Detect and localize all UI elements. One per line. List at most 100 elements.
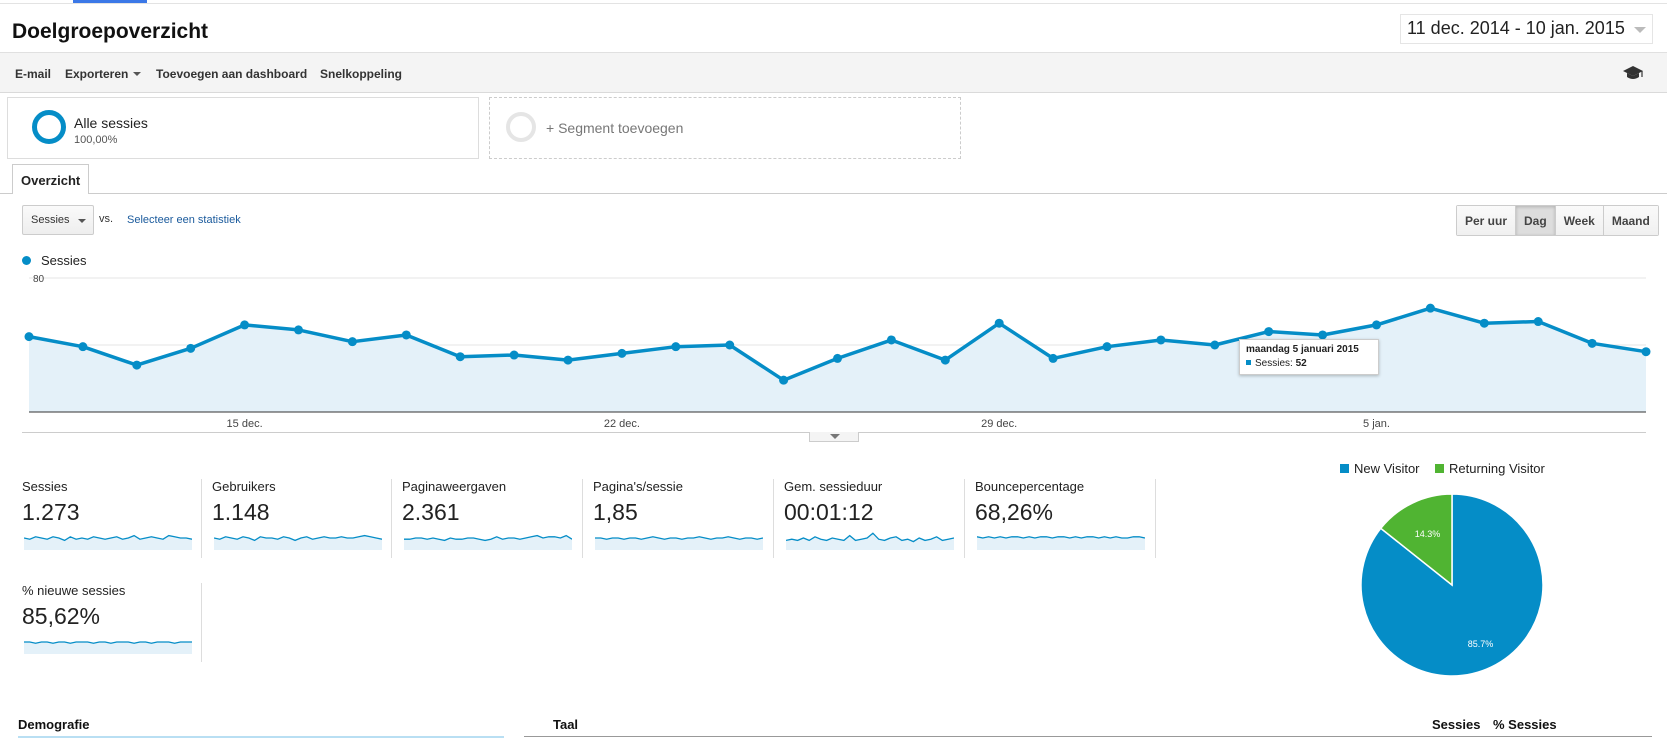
metric-divider [582, 479, 583, 558]
metric-sessions[interactable]: Sessies 1.273 [22, 479, 212, 557]
data-point[interactable] [671, 342, 681, 352]
chevron-down-icon [830, 434, 840, 439]
tooltip-value: 52 [1295, 358, 1307, 369]
data-point[interactable] [1318, 330, 1328, 340]
data-point[interactable] [1533, 317, 1543, 327]
sparkline-line [24, 641, 192, 644]
data-point[interactable] [940, 355, 950, 365]
data-point[interactable] [1210, 340, 1220, 350]
metric-label: Bouncepercentage [975, 479, 1085, 494]
tab-overview[interactable]: Overzicht [12, 164, 89, 194]
sparkline [977, 536, 1145, 550]
x-tick-label: 5 jan. [1363, 418, 1390, 430]
metric-avg-session-duration[interactable]: Gem. sessieduur 00:01:12 [784, 479, 974, 557]
shortcut-button[interactable]: Snelkoppeling [320, 67, 403, 81]
data-point[interactable] [1479, 318, 1489, 328]
language-table-header-line [524, 736, 1652, 737]
metric-pages-per-session[interactable]: Pagina's/sessie 1,85 [593, 479, 783, 557]
data-point[interactable] [455, 352, 465, 362]
data-point[interactable] [1048, 353, 1058, 363]
data-point[interactable] [24, 332, 34, 342]
email-button[interactable]: E-mail [15, 67, 52, 81]
metric-value: 00:01:12 [784, 499, 874, 525]
metric-value: 2.361 [402, 499, 460, 525]
period-month-button[interactable]: Maand [1603, 206, 1658, 235]
data-point[interactable] [563, 355, 573, 365]
metric-value: 1.273 [22, 499, 80, 525]
graduation-cap-icon[interactable] [1622, 64, 1644, 82]
pie-slice-returning-visitor[interactable] [1379, 493, 1453, 587]
period-hourly-button[interactable]: Per uur [1457, 206, 1517, 235]
select-statistic-link[interactable]: Selecteer een statistiek [127, 214, 241, 226]
metric-pageviews[interactable]: Paginaweergaven 2.361 [402, 479, 592, 557]
data-point[interactable] [132, 360, 142, 370]
data-point[interactable] [1587, 338, 1597, 348]
sparkline-fill [24, 535, 192, 550]
series-swatch [1246, 360, 1251, 365]
period-day-button[interactable]: Dag [1516, 206, 1556, 235]
data-point[interactable] [994, 318, 1004, 328]
data-point[interactable] [1641, 347, 1651, 357]
metric-value: 85,62% [22, 603, 101, 629]
pie-data-label: 85.7% [1468, 639, 1494, 649]
data-point[interactable] [1264, 327, 1274, 337]
data-point[interactable] [186, 343, 196, 353]
add-to-dashboard-button[interactable]: Toevoegen aan dashboard [156, 67, 308, 81]
metric-bounce-rate[interactable]: Bouncepercentage 68,26% [975, 479, 1165, 557]
sparkline-line [595, 536, 763, 540]
segment-placeholder-icon [506, 112, 536, 142]
data-point[interactable] [1102, 342, 1112, 352]
sparkline-line [404, 534, 572, 542]
data-point[interactable] [1372, 320, 1381, 330]
sparkline [24, 534, 192, 550]
metric-divider [773, 479, 774, 558]
legend-swatch [1340, 464, 1349, 473]
metric-new-sessions-pct[interactable]: % nieuwe sessies 85,62% [22, 583, 212, 661]
data-point[interactable] [779, 375, 789, 385]
data-point[interactable] [886, 335, 896, 345]
data-point[interactable] [1156, 335, 1166, 345]
legend-item-returning-visitor: Returning Visitor [1435, 461, 1545, 476]
add-segment-button[interactable]: + Segment toevoegen [489, 97, 961, 159]
period-week-button[interactable]: Week [1555, 206, 1604, 235]
date-range-picker[interactable]: 11 dec. 2014 - 10 jan. 2015 [1400, 14, 1653, 44]
data-point[interactable] [833, 353, 842, 363]
demographics-underline [18, 736, 504, 738]
data-point[interactable] [725, 340, 735, 350]
legend-swatch [1435, 464, 1444, 473]
data-point[interactable] [347, 337, 357, 347]
metric-value: 1,85 [593, 499, 638, 525]
data-point[interactable] [78, 342, 88, 352]
export-menu[interactable]: Exporteren [65, 67, 142, 81]
segment-all-sessions[interactable]: Alle sessies 100,00% [7, 97, 479, 159]
sparkline-fill [786, 533, 954, 550]
sparkline [786, 532, 954, 550]
demographics-heading: Demografie [18, 717, 90, 732]
sparkline-fill [24, 642, 192, 654]
chevron-down-icon [1634, 27, 1646, 33]
data-point[interactable] [1425, 303, 1435, 313]
metric-divider [391, 479, 392, 558]
page-title: Doelgroepoverzicht [12, 20, 209, 43]
legend-label: New Visitor [1354, 461, 1420, 476]
top-divider [0, 3, 1667, 4]
sparkline-fill [214, 535, 382, 550]
data-point[interactable] [240, 320, 250, 330]
visitor-type-pie-chart[interactable]: 85.7% 14.3% [1360, 493, 1544, 677]
collapse-chart-handle[interactable] [809, 432, 859, 442]
date-range-label: 11 dec. 2014 - 10 jan. 2015 [1407, 18, 1625, 38]
metric-users[interactable]: Gebruikers 1.148 [212, 479, 402, 557]
metric-divider [201, 583, 202, 662]
data-point[interactable] [509, 350, 519, 360]
data-point[interactable] [401, 330, 411, 340]
metric-select[interactable]: Sessies [22, 205, 94, 235]
segment-ring-icon [32, 110, 66, 144]
data-point[interactable] [617, 348, 627, 358]
segment-percentage: 100,00% [74, 134, 118, 146]
language-heading: Taal [553, 717, 579, 732]
sparkline-line [24, 534, 192, 542]
sessions-pct-column-header: % Sessies [1493, 717, 1557, 732]
legend-item-new-visitor: New Visitor [1340, 461, 1420, 476]
data-point[interactable] [294, 325, 303, 335]
sessions-line-chart[interactable]: 804015 dec.22 dec.29 dec.5 jan. [0, 270, 1667, 432]
